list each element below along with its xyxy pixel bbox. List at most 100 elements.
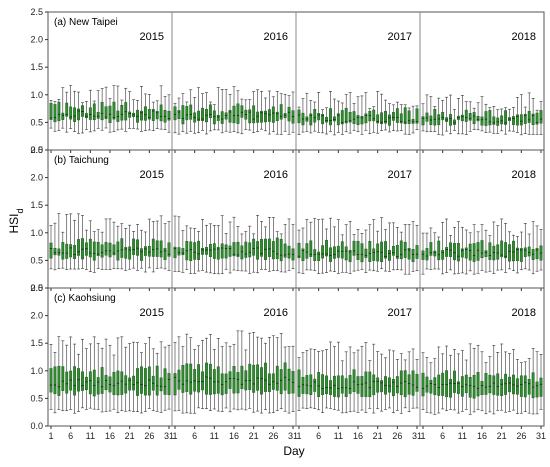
y-tick-label: 0.5 (30, 117, 43, 127)
box (240, 365, 244, 389)
x-tick-label: 16 (105, 431, 115, 441)
box (143, 246, 147, 256)
box (496, 373, 500, 396)
box (88, 107, 92, 120)
panels-layer: 0.0 0.5 1.0 1.5 2.0 2.5 (a) New Taipei 2015 2016… (30, 7, 546, 441)
x-tick-label: 6 (68, 431, 73, 441)
box (464, 247, 468, 259)
box (441, 250, 445, 260)
box (332, 246, 336, 259)
y-tick-label: 1.0 (30, 90, 43, 100)
x-tick-label: 6 (440, 431, 445, 441)
box (472, 112, 476, 124)
box (256, 111, 260, 123)
box (535, 112, 539, 125)
y-tick-label: 1.5 (30, 338, 43, 348)
box (136, 239, 139, 256)
box (232, 105, 236, 124)
box (433, 108, 437, 126)
box (287, 368, 291, 394)
year-label: 2015 (140, 169, 164, 181)
box (305, 375, 309, 395)
box (147, 246, 151, 257)
x-tick-label: 11 (86, 431, 95, 441)
x-tick-label: 16 (229, 431, 239, 441)
box (112, 244, 116, 256)
box (480, 381, 484, 396)
box (368, 241, 372, 262)
box (421, 372, 425, 397)
box (267, 238, 271, 257)
box (468, 243, 472, 261)
box (104, 106, 108, 119)
y-tick-label: 0.5 (30, 255, 43, 265)
year-label: 2017 (388, 307, 412, 319)
box (504, 110, 508, 125)
y-tick-label: 2.5 (30, 7, 43, 17)
box (313, 109, 317, 123)
box (260, 110, 263, 123)
box (321, 374, 325, 396)
box (391, 112, 395, 121)
box (275, 237, 279, 260)
box (220, 243, 224, 259)
box (173, 106, 177, 121)
box (407, 248, 411, 260)
box (472, 375, 476, 399)
box (279, 239, 283, 262)
x-tick-label: 1 (296, 431, 301, 441)
box (248, 242, 252, 258)
box (96, 242, 100, 256)
box (224, 244, 228, 259)
box (197, 240, 201, 260)
box (228, 110, 232, 123)
box (415, 245, 419, 259)
box (212, 110, 216, 125)
box (313, 249, 317, 262)
x-tick-label: 1 (420, 431, 425, 441)
box (267, 373, 271, 392)
box (69, 244, 73, 258)
box (248, 109, 252, 124)
box (500, 379, 504, 396)
box (177, 369, 181, 390)
axis-layer: HSId Day (7, 208, 305, 458)
box (220, 111, 224, 124)
box (208, 363, 212, 395)
box (271, 106, 275, 123)
y-tick-label: 2.5 (30, 145, 43, 155)
y-tick-label: 2.5 (30, 283, 43, 293)
box (309, 113, 313, 126)
box (124, 247, 128, 259)
box (388, 250, 391, 261)
box (92, 369, 96, 397)
box (403, 107, 407, 125)
box (232, 242, 236, 257)
box (352, 240, 356, 256)
box (147, 109, 151, 120)
box (112, 101, 116, 120)
box (384, 110, 387, 124)
box (81, 371, 84, 391)
box (73, 107, 77, 122)
box (309, 374, 313, 395)
box (232, 366, 236, 394)
box (236, 372, 240, 394)
box (108, 242, 112, 258)
box (496, 244, 500, 260)
box (69, 106, 73, 120)
box (472, 243, 476, 262)
box (441, 112, 445, 121)
x-tick-label: 26 (392, 431, 402, 441)
box (356, 240, 360, 260)
box (391, 245, 395, 256)
x-tick-label: 21 (125, 431, 135, 441)
box (360, 243, 364, 263)
box (480, 240, 484, 259)
box (508, 244, 511, 262)
box (348, 375, 352, 394)
box (411, 119, 415, 124)
box (132, 238, 136, 255)
box (325, 375, 328, 395)
